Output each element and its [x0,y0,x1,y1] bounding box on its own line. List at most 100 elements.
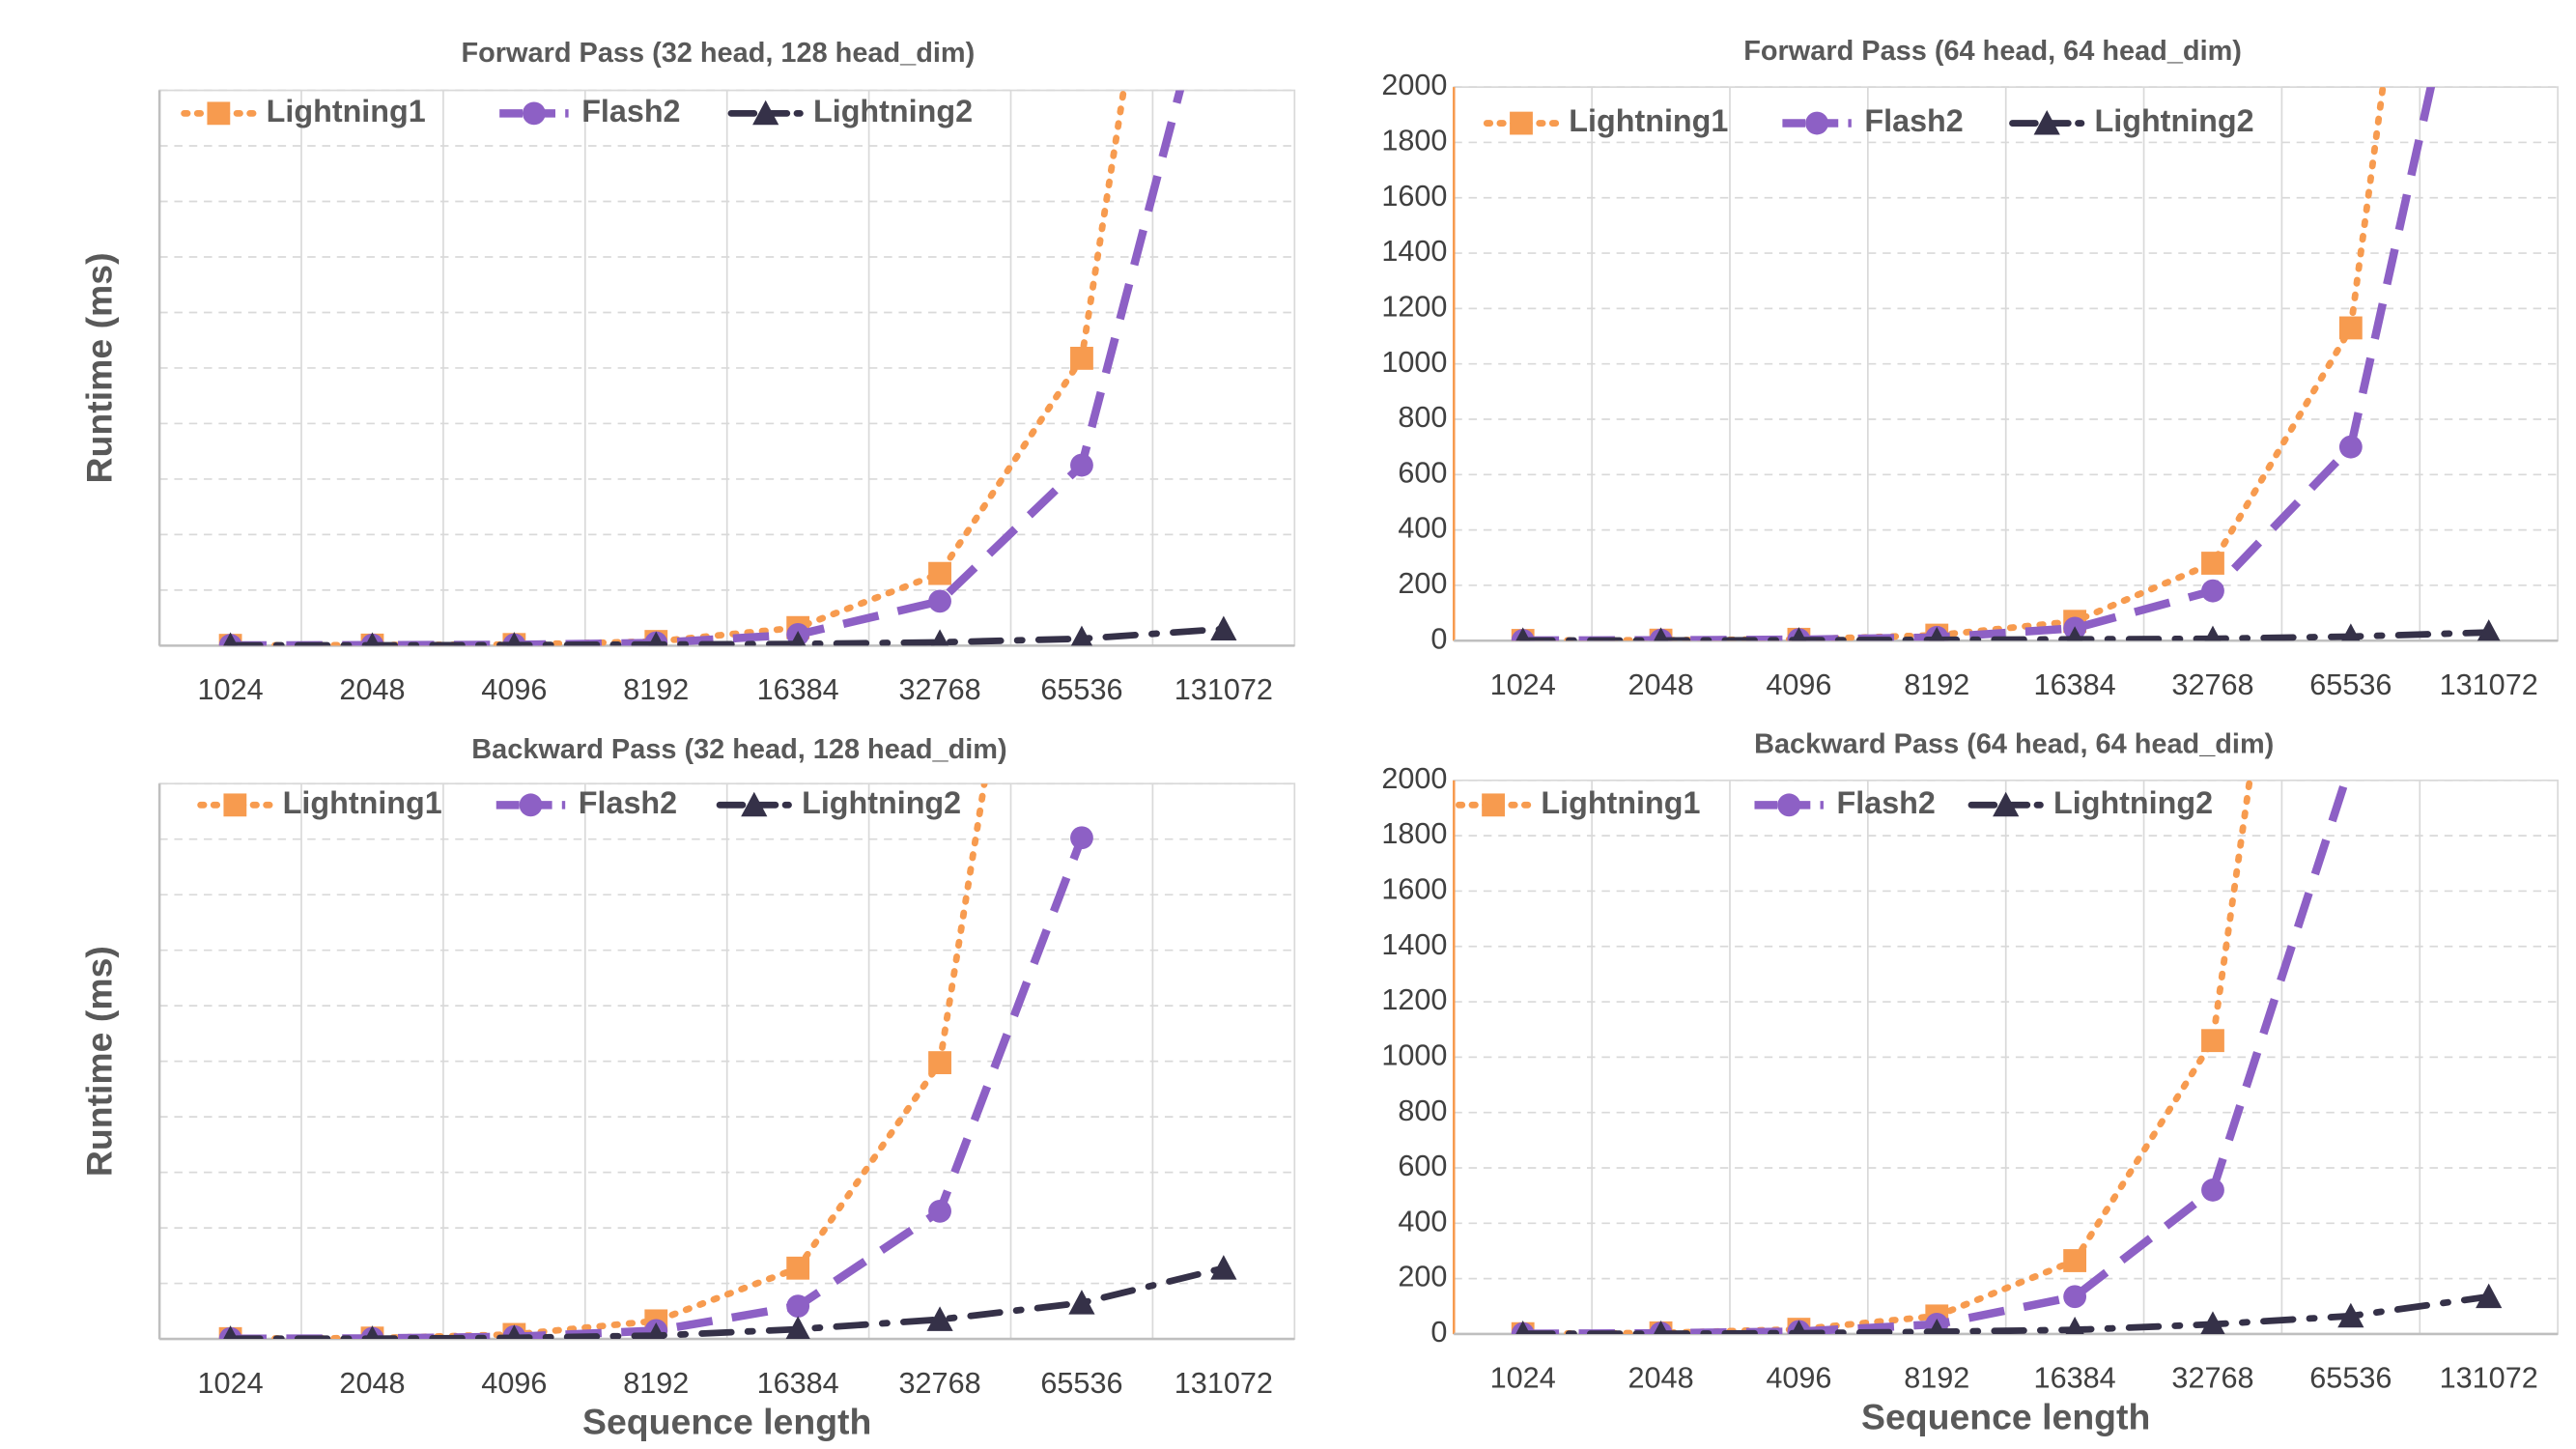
legend-item: Lightning2 [727,94,973,128]
series-line [1519,1293,2493,1334]
x-tick-label: 2048 [1628,668,1693,701]
x-tick-label: 65536 [1040,673,1122,706]
legend-label: Lightning2 [802,785,961,820]
marker [2201,552,2224,575]
marker [2067,626,2083,641]
x-tick-label: 4096 [1766,668,1831,701]
x-tick-label: 4096 [1766,1362,1831,1395]
marker [365,1325,380,1340]
legend-item: Lightning1 [197,785,442,820]
x-axis-label: Sequence length [582,1401,871,1441]
legend-item: Flash2 [495,785,677,820]
chart: Backward Pass (64 head, 64 head_dim) 0 200… [1381,729,2559,1436]
marker [2476,1283,2503,1309]
marker [2201,1179,2224,1202]
x-tick-label: 8192 [623,673,689,706]
marker [1929,626,1944,641]
marker [1482,793,1505,817]
marker [1510,111,1533,135]
y-tick-label: 1000 [1381,1038,1447,1071]
marker [1654,1321,1668,1334]
y-tick-label: 1000 [1381,346,1447,379]
series-line [1522,87,2436,641]
marker [506,632,522,646]
x-tick-label: 2048 [1628,1362,1693,1395]
x-tick-label: 1024 [198,673,264,706]
marker [1791,1320,1807,1334]
legend-label: Lightning2 [813,94,973,128]
legend-label: Lightning1 [1541,785,1700,820]
marker [2065,1317,2084,1334]
marker [789,631,807,646]
legend-item: Flash2 [1782,103,1964,138]
marker [2477,619,2501,641]
legend-item: Flash2 [1754,785,1936,820]
x-tick-label: 65536 [1040,1367,1122,1400]
x-tick-label: 1024 [1490,668,1556,701]
y-tick-label: 600 [1398,456,1447,489]
x-tick-label: 32768 [2171,1362,2253,1395]
legend-item: Lightning1 [1455,785,1700,820]
x-tick-label: 16384 [2034,668,2116,701]
marker [2063,1249,2087,1272]
y-tick-label: 800 [1398,1094,1447,1127]
y-tick-label: 1400 [1381,235,1447,268]
plot-area [1511,87,2501,641]
marker [2204,625,2222,641]
legend-item: Lightning2 [716,785,961,820]
chart: Backward Pass (32 head, 128 head_dim) 102… [78,734,1296,1441]
x-tick-label: 16384 [757,673,839,706]
marker [1070,346,1093,370]
marker [2337,1302,2364,1328]
marker [2338,435,2363,459]
x-tick-label: 16384 [2034,1362,2116,1395]
marker [2033,109,2060,135]
x-tick-label: 131072 [1175,673,1273,706]
x-tick-label: 8192 [623,1367,689,1400]
x-tick-label: 8192 [1904,668,1969,701]
marker [223,1325,238,1340]
marker [752,99,779,126]
y-tick-label: 1200 [1381,983,1447,1016]
chart-title: Forward Pass (64 head, 64 head_dim) [1743,36,2242,67]
chart: Forward Pass (32 head, 128 head_dim) 1024… [78,38,1296,706]
x-tick-label: 131072 [2440,1362,2538,1395]
x-tick-label: 16384 [757,1367,839,1400]
marker [785,1316,810,1340]
y-axis-label: Runtime (ms) [78,252,119,483]
legend-item: Lightning1 [1483,103,1728,138]
x-tick-label: 32768 [2171,668,2253,701]
plot-area [218,783,1237,1340]
marker [522,101,546,126]
x-axis-label: Sequence length [1861,1396,2150,1436]
marker [1805,111,1829,135]
marker [1070,453,1093,477]
series-line [1519,629,2493,641]
marker [1777,793,1801,817]
chart-title: Backward Pass (64 head, 64 head_dim) [1754,729,2274,760]
y-tick-label: 800 [1398,401,1447,434]
marker [2200,1311,2225,1334]
marker [786,1256,810,1280]
marker [2338,316,2363,340]
legend-label: Lightning1 [1569,103,1728,138]
x-tick-label: 2048 [339,1367,405,1400]
y-tick-label: 0 [1430,622,1447,655]
marker [207,101,231,126]
legend-item: Lightning2 [1967,785,2213,820]
series-line [227,625,1228,646]
series-line [227,1264,1228,1340]
y-tick-label: 600 [1398,1150,1447,1182]
x-tick-label: 4096 [481,673,547,706]
marker [647,1321,665,1340]
marker [2201,579,2224,603]
marker [1928,1319,1945,1334]
marker [223,632,238,646]
y-tick-label: 1200 [1381,290,1447,323]
marker [648,631,665,646]
legend-label: Lightning1 [283,785,442,820]
x-tick-label: 1024 [1490,1362,1556,1395]
marker [741,791,768,817]
y-tick-label: 2000 [1381,762,1447,795]
y-tick-label: 200 [1398,567,1447,600]
